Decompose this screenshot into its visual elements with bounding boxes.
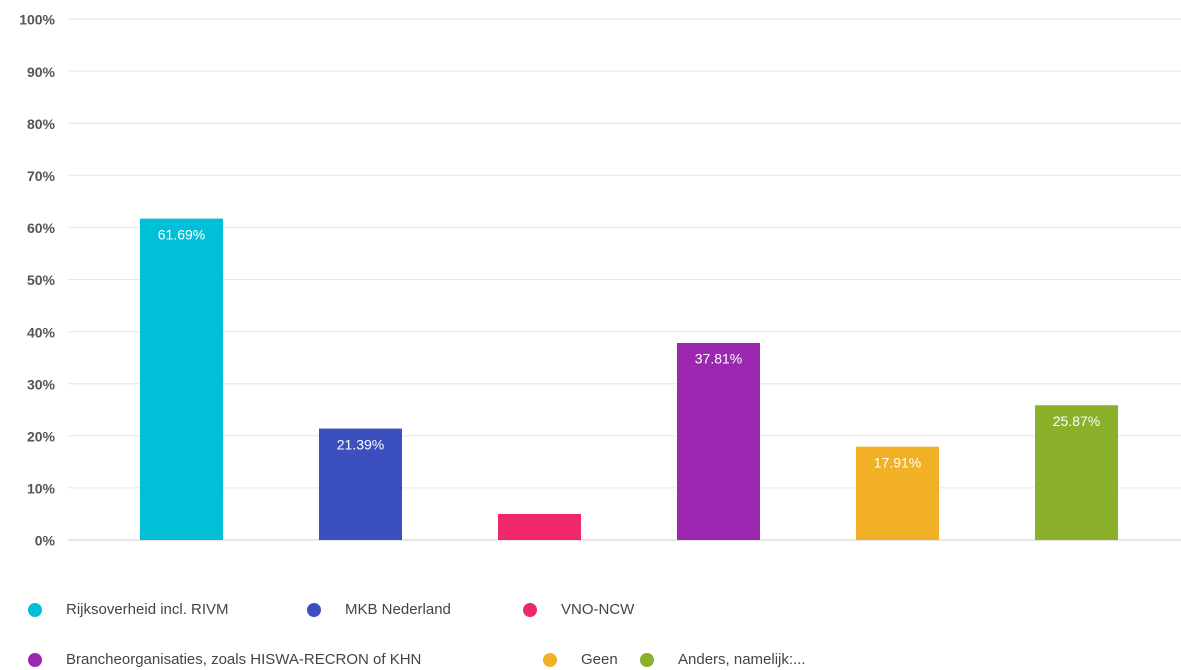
legend-label: Rijksoverheid incl. RIVM xyxy=(66,601,229,618)
y-tick-label: 20% xyxy=(27,429,56,445)
y-tick-label: 60% xyxy=(27,220,56,236)
legend-label: MKB Nederland xyxy=(345,601,451,618)
value-label: 21.39% xyxy=(337,436,384,452)
legend-label: Anders, namelijk:... xyxy=(678,651,806,668)
value-label: 17.91% xyxy=(874,454,921,470)
bar xyxy=(498,513,581,540)
legend-label: VNO-NCW xyxy=(561,601,635,618)
y-tick-label: 30% xyxy=(27,376,56,392)
y-tick-label: 50% xyxy=(27,272,56,288)
y-tick-label: 90% xyxy=(27,64,56,80)
legend-marker xyxy=(543,653,557,667)
bar xyxy=(856,446,939,540)
y-tick-label: 70% xyxy=(27,168,56,184)
y-tick-label: 40% xyxy=(27,324,56,340)
legend-marker xyxy=(307,603,321,617)
bar xyxy=(677,343,760,540)
y-tick-label: 100% xyxy=(19,12,55,28)
bar xyxy=(1035,405,1118,540)
value-label: 25.87% xyxy=(1053,413,1100,429)
value-label: 37.81% xyxy=(695,351,742,367)
value-label: 61.69% xyxy=(158,226,205,242)
y-tick-label: 10% xyxy=(27,481,56,497)
bar xyxy=(319,428,402,540)
legend-marker xyxy=(640,653,654,667)
legend-marker xyxy=(28,653,42,667)
legend-marker xyxy=(28,603,42,617)
y-tick-label: 0% xyxy=(35,533,56,549)
bar xyxy=(140,218,223,540)
legend-marker xyxy=(523,603,537,617)
legend-label: Geen xyxy=(581,651,618,668)
y-tick-label: 80% xyxy=(27,116,56,132)
legend-label: Brancheorganisaties, zoals HISWA-RECRON … xyxy=(66,651,421,668)
